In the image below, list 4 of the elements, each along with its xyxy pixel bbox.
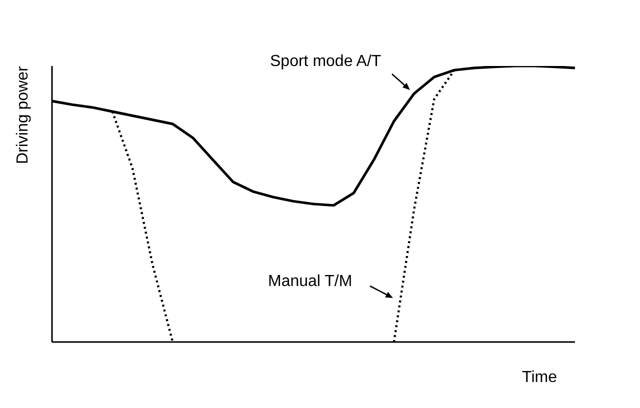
legend-label: Manual T/M	[268, 273, 352, 290]
text: Sport mode A/T	[270, 53, 382, 70]
y-axis-title: Driving power	[14, 66, 32, 164]
x-axis-title: Time	[522, 369, 558, 386]
